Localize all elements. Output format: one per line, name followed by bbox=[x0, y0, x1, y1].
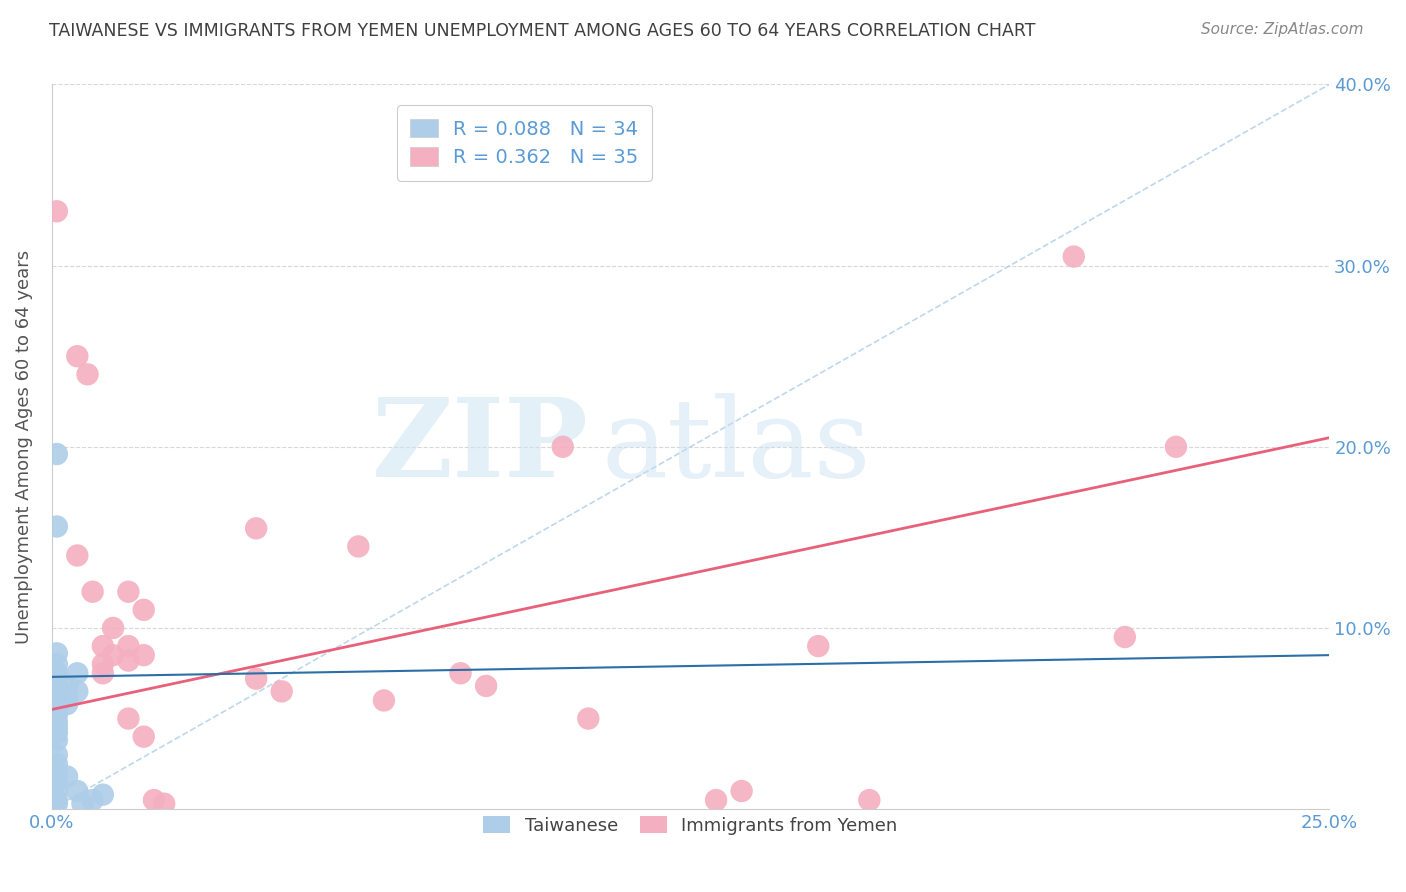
Point bbox=[45, 697, 67, 711]
Point bbox=[1164, 440, 1187, 454]
Point bbox=[807, 639, 830, 653]
Point bbox=[82, 584, 104, 599]
Point bbox=[45, 684, 67, 698]
Point bbox=[45, 765, 67, 780]
Text: ZIP: ZIP bbox=[371, 393, 588, 500]
Point bbox=[45, 679, 67, 693]
Point bbox=[66, 549, 89, 563]
Point bbox=[117, 712, 139, 726]
Point bbox=[91, 657, 114, 672]
Point bbox=[91, 639, 114, 653]
Text: Source: ZipAtlas.com: Source: ZipAtlas.com bbox=[1201, 22, 1364, 37]
Point bbox=[347, 540, 370, 554]
Point bbox=[91, 788, 114, 802]
Point bbox=[45, 646, 67, 660]
Point bbox=[45, 793, 67, 807]
Text: TAIWANESE VS IMMIGRANTS FROM YEMEN UNEMPLOYMENT AMONG AGES 60 TO 64 YEARS CORREL: TAIWANESE VS IMMIGRANTS FROM YEMEN UNEMP… bbox=[49, 22, 1036, 40]
Point bbox=[132, 730, 155, 744]
Point bbox=[66, 349, 89, 363]
Point bbox=[45, 784, 67, 798]
Point bbox=[56, 690, 79, 704]
Point bbox=[475, 679, 498, 693]
Y-axis label: Unemployment Among Ages 60 to 64 years: Unemployment Among Ages 60 to 64 years bbox=[15, 250, 32, 644]
Point bbox=[45, 726, 67, 740]
Legend: Taiwanese, Immigrants from Yemen: Taiwanese, Immigrants from Yemen bbox=[474, 806, 907, 844]
Point bbox=[45, 204, 67, 219]
Point bbox=[45, 715, 67, 730]
Point bbox=[72, 797, 94, 811]
Point bbox=[45, 733, 67, 747]
Point bbox=[1063, 250, 1085, 264]
Point bbox=[45, 721, 67, 735]
Point bbox=[117, 654, 139, 668]
Point bbox=[704, 793, 727, 807]
Point bbox=[82, 793, 104, 807]
Point bbox=[576, 712, 599, 726]
Point bbox=[66, 784, 89, 798]
Point bbox=[45, 690, 67, 704]
Point bbox=[66, 684, 89, 698]
Point bbox=[730, 784, 752, 798]
Point bbox=[45, 707, 67, 722]
Point bbox=[45, 702, 67, 716]
Point bbox=[101, 648, 124, 662]
Point bbox=[132, 648, 155, 662]
Point bbox=[373, 693, 395, 707]
Point bbox=[45, 797, 67, 811]
Point bbox=[270, 684, 292, 698]
Point bbox=[45, 672, 67, 686]
Point bbox=[45, 756, 67, 771]
Point bbox=[551, 440, 574, 454]
Point bbox=[56, 679, 79, 693]
Point bbox=[91, 666, 114, 681]
Point bbox=[45, 693, 67, 707]
Point bbox=[45, 747, 67, 762]
Point bbox=[101, 621, 124, 635]
Point bbox=[117, 639, 139, 653]
Point bbox=[858, 793, 880, 807]
Point bbox=[132, 603, 155, 617]
Point bbox=[66, 666, 89, 681]
Point bbox=[45, 775, 67, 789]
Point bbox=[56, 770, 79, 784]
Point bbox=[45, 657, 67, 672]
Point bbox=[76, 368, 98, 382]
Point bbox=[45, 447, 67, 461]
Text: atlas: atlas bbox=[602, 393, 870, 500]
Point bbox=[142, 793, 165, 807]
Point bbox=[1114, 630, 1136, 644]
Point bbox=[153, 797, 176, 811]
Point bbox=[245, 521, 267, 535]
Point bbox=[450, 666, 472, 681]
Point bbox=[117, 584, 139, 599]
Point bbox=[45, 519, 67, 533]
Point bbox=[245, 672, 267, 686]
Point bbox=[45, 666, 67, 681]
Point bbox=[56, 697, 79, 711]
